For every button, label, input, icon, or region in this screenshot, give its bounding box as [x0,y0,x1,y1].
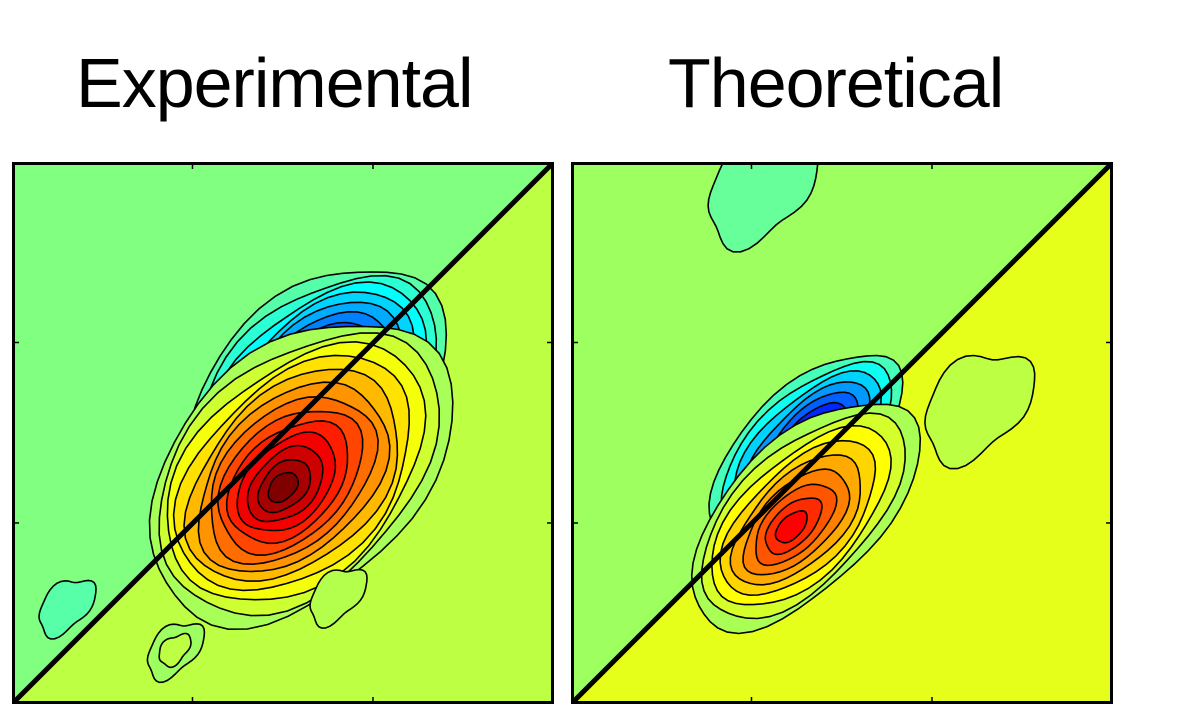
chart-title-experimental: Experimental [76,44,474,122]
diagonal-line [12,162,554,704]
plot-frame [571,162,1113,704]
experimental-contour-plot [12,162,554,704]
feature-1-contour-13 [267,471,300,504]
theoretical-contour-panel [571,162,1113,704]
feature-1-contour-9 [774,509,808,544]
diagonal-line [571,162,1113,704]
experimental-contour-panel [12,162,554,704]
feature-3-contour-1 [38,579,97,640]
feature-4-contour-2 [158,632,192,669]
feature-2-contour-1 [924,354,1036,470]
feature-3-contour-1 [707,162,819,253]
feature-2-contour-1 [309,568,368,629]
chart-title-theoretical: Theoretical [668,44,1004,122]
theoretical-contour-plot [571,162,1113,704]
plot-frame [12,162,554,704]
